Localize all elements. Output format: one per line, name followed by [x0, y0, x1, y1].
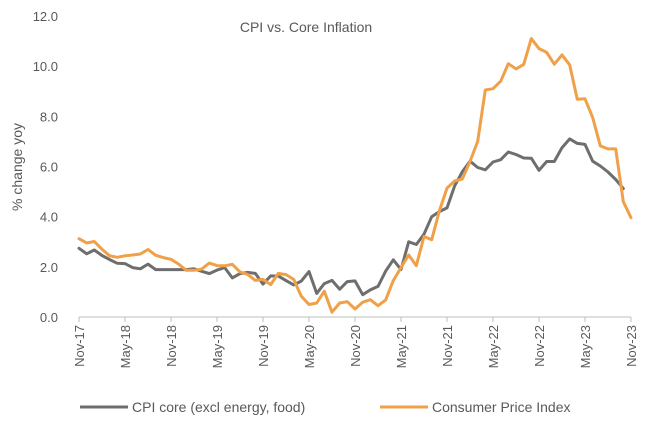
- plot-area: 0.0 2.0 4.0 6.0 8.0 10.0 12.0 Nov-17 May-18 Nov-1…: [33, 9, 639, 368]
- x-tick-label: May-19: [210, 325, 225, 368]
- x-tick-label: Nov-18: [164, 325, 179, 367]
- y-tick-label: 4.0: [40, 210, 58, 225]
- x-tick-label: May-22: [486, 325, 501, 368]
- y-tick-label: 12.0: [33, 9, 58, 24]
- x-tick-label: Nov-23: [624, 325, 639, 367]
- legend-label: Consumer Price Index: [432, 399, 571, 415]
- x-tick-label: Nov-17: [72, 325, 87, 367]
- x-tick-label: May-18: [118, 325, 133, 368]
- x-tick-label: Nov-20: [348, 325, 363, 367]
- x-tick-label: May-23: [578, 325, 593, 368]
- x-tick-label: May-21: [394, 325, 409, 368]
- y-tick-label: 8.0: [40, 109, 58, 124]
- y-tick-label: 6.0: [40, 160, 58, 175]
- y-axis-label: % change yoy: [9, 123, 25, 211]
- x-tick-label: Nov-22: [532, 325, 547, 367]
- x-tick-label: May-20: [302, 325, 317, 368]
- series-line-cpi: [77, 37, 633, 314]
- y-tick-label: 0.0: [40, 310, 58, 325]
- x-tick-label: Nov-19: [256, 325, 271, 367]
- series-line-cpi-core: [77, 137, 625, 297]
- y-tick-label: 10.0: [33, 59, 58, 74]
- chart-title: CPI vs. Core Inflation: [240, 19, 372, 35]
- legend-label: CPI core (excl energy, food): [132, 399, 305, 415]
- legend: CPI core (excl energy, food) Consumer Pri…: [80, 399, 571, 415]
- x-tick-label: Nov-21: [440, 325, 455, 367]
- y-tick-label: 2.0: [40, 260, 58, 275]
